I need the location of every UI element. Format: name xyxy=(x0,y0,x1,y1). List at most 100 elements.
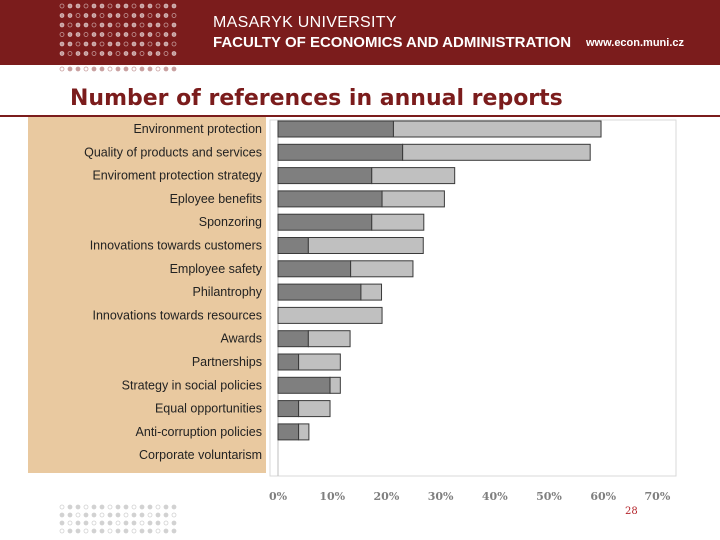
header-dot xyxy=(99,32,105,37)
website-link[interactable]: www.econ.muni.cz xyxy=(586,37,684,49)
top-pattern-dot xyxy=(67,66,73,72)
category-label: Quality of products and services xyxy=(84,145,262,159)
header-dot xyxy=(123,3,129,9)
header-dot xyxy=(171,3,177,9)
top-pattern-dot xyxy=(115,66,121,72)
bottom-pattern-dot xyxy=(99,520,105,526)
bar-segment-series-1 xyxy=(277,283,362,301)
header-dot xyxy=(91,32,97,37)
bottom-pattern-dot xyxy=(163,520,169,526)
bar-segment-series-1 xyxy=(277,330,309,348)
bar-segment-series-2 xyxy=(392,120,602,138)
category-label: Employee safety xyxy=(170,262,263,276)
header-dot xyxy=(155,51,161,56)
header-dot xyxy=(107,22,113,28)
bar-segment-series-2 xyxy=(360,283,383,301)
bottom-pattern-dot xyxy=(131,504,137,510)
header-dot xyxy=(99,22,105,28)
bar-segment-series-1 xyxy=(277,260,352,278)
bottom-pattern-dot xyxy=(171,512,177,518)
bottom-pattern-dot xyxy=(155,512,161,518)
header-dot xyxy=(91,3,97,9)
bottom-pattern-dot xyxy=(75,512,81,518)
header-dot xyxy=(115,41,121,47)
header-dot xyxy=(131,41,137,47)
bottom-pattern-dot xyxy=(59,520,65,526)
bar-segment-series-1 xyxy=(277,213,373,231)
header-dot xyxy=(139,32,145,37)
header-dot xyxy=(163,51,169,56)
top-pattern-dot xyxy=(107,66,113,72)
bottom-pattern-dot xyxy=(67,520,73,526)
header-dot xyxy=(147,32,153,37)
header-dot xyxy=(107,13,113,18)
top-pattern-dot xyxy=(171,66,177,72)
header-dot xyxy=(123,22,129,28)
header-dot xyxy=(67,41,73,47)
bottom-pattern-dot xyxy=(75,528,81,534)
bar-segment-series-2 xyxy=(298,400,331,418)
header-dot xyxy=(91,51,97,56)
x-tick-label: 20% xyxy=(374,490,400,500)
header-dot xyxy=(171,32,177,37)
header-dot xyxy=(75,13,81,18)
bar-segment-series-1 xyxy=(277,423,300,441)
bottom-pattern-dot xyxy=(59,528,65,534)
top-pattern-dot xyxy=(155,66,161,72)
header-dot xyxy=(147,13,153,18)
faculty-name: FACULTY OF ECONOMICS AND ADMINISTRATION xyxy=(213,34,572,51)
bottom-pattern-dot xyxy=(139,520,145,526)
category-label: Awards xyxy=(221,332,262,346)
bottom-pattern-dot xyxy=(91,504,97,510)
header-dot xyxy=(91,13,97,18)
category-label: Partnerships xyxy=(192,355,262,369)
header-dot xyxy=(115,32,121,37)
bottom-pattern-dot xyxy=(147,520,153,526)
header-dot xyxy=(107,51,113,56)
bottom-pattern-dot xyxy=(83,512,89,518)
header-dot xyxy=(139,41,145,47)
header-dot xyxy=(171,13,177,18)
bottom-pattern-dot xyxy=(107,528,113,534)
x-tick-label: 10% xyxy=(319,490,345,500)
header-dot xyxy=(107,3,113,9)
header-dot xyxy=(67,51,73,56)
header-dot xyxy=(107,32,113,37)
bottom-pattern-dot xyxy=(115,504,121,510)
bar-segment-series-2 xyxy=(402,143,591,161)
header-dot xyxy=(83,32,89,37)
header-bar: MASARYK UNIVERSITY FACULTY OF ECONOMICS … xyxy=(0,0,720,65)
category-label: Enviroment protection strategy xyxy=(92,169,262,183)
bottom-pattern-dot xyxy=(59,504,65,510)
x-tick-label: 0% xyxy=(269,490,288,500)
header-dot xyxy=(163,3,169,9)
bar-segment-series-2 xyxy=(277,306,383,324)
header-dot xyxy=(67,3,73,9)
bottom-pattern-dot xyxy=(139,528,145,534)
bottom-pattern-dot xyxy=(83,520,89,526)
header-dot xyxy=(147,3,153,9)
header-dot xyxy=(123,51,129,56)
page-number: 28 xyxy=(625,506,638,517)
bar-segment-series-1 xyxy=(277,353,300,371)
bar-chart: Environment protection Quality of product… xyxy=(28,117,681,500)
category-label: Philantrophy xyxy=(193,285,263,299)
bottom-pattern-dot xyxy=(115,528,121,534)
header-dot xyxy=(131,3,137,9)
bottom-pattern-dot xyxy=(147,528,153,534)
university-name: MASARYK UNIVERSITY xyxy=(213,14,397,31)
bar-segment-series-1 xyxy=(277,120,394,138)
bottom-pattern-dot xyxy=(171,520,177,526)
bottom-pattern-dot xyxy=(123,504,129,510)
header-dot xyxy=(75,3,81,9)
header-dot xyxy=(83,22,89,28)
header-dot xyxy=(99,51,105,56)
bottom-pattern-dot xyxy=(99,504,105,510)
bottom-pattern-dot xyxy=(171,528,177,534)
header-dot xyxy=(91,41,97,47)
bar-segment-series-2 xyxy=(307,237,424,254)
bar-segment-series-2 xyxy=(298,423,310,441)
header-dot xyxy=(91,22,97,28)
category-label: Innovations towards customers xyxy=(90,239,262,253)
top-pattern-dot xyxy=(163,66,169,72)
